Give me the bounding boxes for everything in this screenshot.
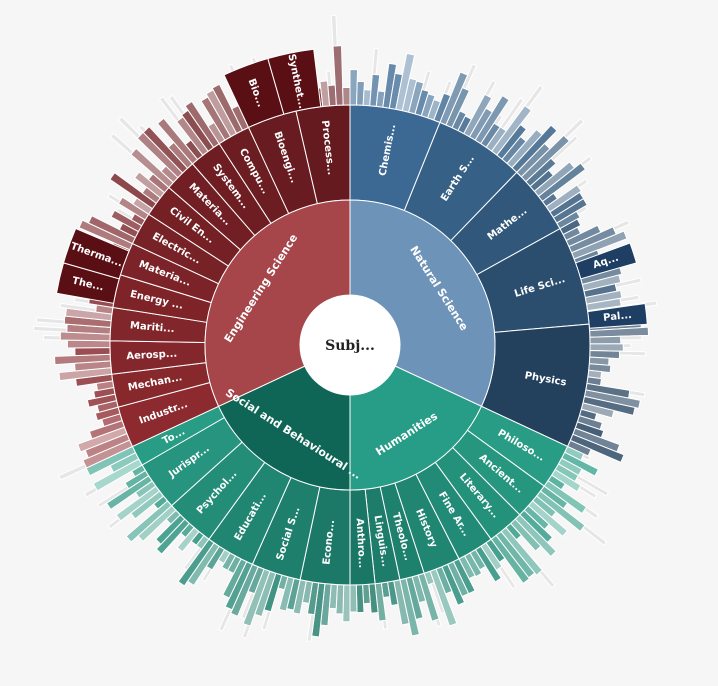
leaf-spike-arc <box>563 117 585 139</box>
leaf-spike-arc <box>499 97 525 130</box>
leaf-spike-arc <box>107 193 122 205</box>
subcategory-label: Anthro... <box>354 518 368 568</box>
center-label: Subj... <box>325 338 375 354</box>
leaf-spike-arc <box>241 624 252 640</box>
leaf-arc[interactable] <box>355 584 365 614</box>
leaf-spike-arc <box>443 80 453 96</box>
leaf-spike-arc <box>484 79 497 97</box>
subcategory-label: Aerosp... <box>126 349 177 363</box>
leaf-spike-arc <box>622 343 632 349</box>
leaf-arc[interactable] <box>349 584 358 613</box>
leaf-spike-arc <box>612 219 631 232</box>
leaf-spike-arc <box>581 453 591 461</box>
leaf-spike-arc <box>575 474 610 497</box>
leaf-spike-arc <box>261 610 272 631</box>
leaf-spike-arc <box>498 565 517 590</box>
leaf-spike-arc <box>117 115 141 139</box>
leaf-spike-arc <box>182 546 203 571</box>
leaf-spike-arc <box>550 135 579 162</box>
leaf-spike-arc <box>628 389 646 398</box>
leaf-spike-arc <box>201 567 213 582</box>
leaf-spike-arc <box>35 317 66 325</box>
center-disc[interactable] <box>300 295 400 395</box>
leaf-spike-arc <box>218 607 233 632</box>
subcategory-label: Mariti... <box>130 320 175 335</box>
leaf-spike-arc <box>583 506 599 520</box>
category-ring-layer <box>204 199 496 491</box>
leaf-spike-arc <box>330 14 338 47</box>
leaf-spike-arc <box>538 569 556 589</box>
leaf-spike-arc <box>430 582 446 615</box>
leaf-arc[interactable] <box>66 339 111 349</box>
leaf-spike-arc <box>240 591 256 620</box>
leaf-spike-arc <box>73 296 90 305</box>
leaf-spike-arc <box>579 155 593 167</box>
leaf-spike-arc <box>619 294 640 303</box>
leaf-spike-arc <box>581 524 608 546</box>
leaf-spike-arc <box>43 334 61 341</box>
outer-ring-layer <box>33 14 658 642</box>
leaf-spike-arc <box>306 613 316 642</box>
leaf-spike-arc <box>137 123 147 134</box>
leaf-spike-arc <box>326 70 333 87</box>
leaf-spike-arc <box>116 207 134 221</box>
leaf-spike-arc <box>620 335 643 341</box>
leaf-spike-arc <box>33 325 68 333</box>
leaf-spike-arc <box>371 48 380 76</box>
leaf-spike-arc <box>524 84 544 109</box>
leaf-spike-arc <box>578 484 598 499</box>
leaf-spike-arc <box>576 178 589 189</box>
leaf-label: Pal... <box>603 310 633 324</box>
leaf-arc[interactable] <box>342 86 351 106</box>
subcategory-label: Econo... <box>321 519 337 565</box>
leaf-spike-arc <box>493 113 504 126</box>
leaf-spike-arc <box>421 70 432 92</box>
leaf-spike-arc <box>59 302 97 313</box>
leaf-spike-arc <box>109 132 135 156</box>
leaf-spike-arc <box>619 350 646 357</box>
leaf-spike-arc <box>168 94 186 116</box>
leaf-spike-arc <box>461 63 478 90</box>
leaf-spike-arc <box>434 618 442 628</box>
leaf-spike-arc <box>96 485 130 509</box>
subcategory-ring-layer <box>109 104 591 586</box>
leaf-spike-arc <box>58 463 88 481</box>
leaf-spike-arc <box>107 517 122 530</box>
leaf-spike-arc <box>83 486 98 498</box>
leaf-spike-arc <box>575 205 588 216</box>
leaf-spike-arc <box>158 96 181 123</box>
leaf-arc[interactable] <box>74 347 111 357</box>
leaf-arc[interactable] <box>589 335 622 345</box>
leaf-spike-arc <box>614 277 642 289</box>
leaf-spike-arc <box>382 619 388 630</box>
